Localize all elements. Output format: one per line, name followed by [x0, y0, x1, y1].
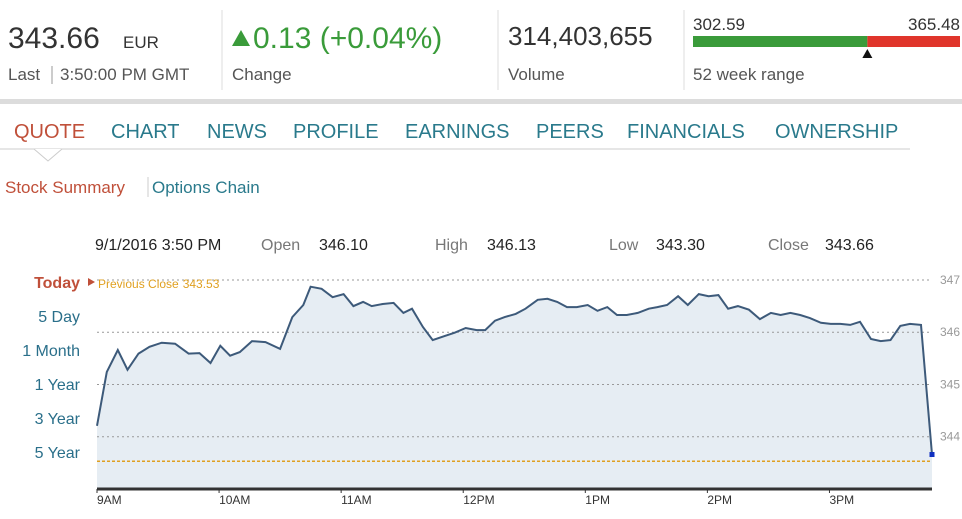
x-tick-label: 10AM: [219, 493, 250, 507]
stat-label: High: [435, 237, 468, 254]
last-point: [929, 452, 935, 458]
subnav-tab[interactable]: Stock Summary: [5, 178, 125, 197]
week52-low: 302.59: [693, 15, 745, 34]
range-option[interactable]: Today: [34, 275, 80, 292]
range-option[interactable]: 3 Year: [35, 411, 81, 428]
stat-value: 346.13: [487, 237, 536, 254]
previous-close-label: Previous Close 343.53: [98, 277, 220, 291]
nav-tab[interactable]: PEERS: [536, 121, 604, 143]
week52-low-part: [693, 36, 868, 47]
header-rule: [0, 99, 962, 104]
stat-value: 346.10: [319, 237, 368, 254]
y-tick-label: 345: [940, 377, 960, 391]
stat-value: 343.30: [656, 237, 705, 254]
range-option[interactable]: 5 Year: [35, 445, 81, 462]
stat-label: Open: [261, 237, 300, 254]
stat-label: Close: [768, 237, 809, 254]
last-label: Last: [8, 65, 40, 84]
change-label: Change: [232, 65, 292, 84]
previous-close-text: Previous Close: [98, 277, 179, 291]
time: 3:50:00 PM GMT: [60, 65, 189, 84]
price-line: [96, 285, 933, 455]
range-option[interactable]: 5 Day: [38, 309, 80, 326]
week52-marker: [862, 49, 873, 58]
change: 0.13 (+0.04%): [253, 22, 442, 55]
x-tick-label: 12PM: [463, 493, 494, 507]
previous-close-value: 343.53: [183, 277, 220, 291]
y-tick-label: 346: [940, 325, 960, 339]
nav-tab[interactable]: OWNERSHIP: [775, 121, 898, 143]
y-tick-label: 347: [940, 273, 960, 287]
stat-label: Low: [609, 237, 639, 254]
nav-tab[interactable]: PROFILE: [293, 121, 379, 143]
chart-date: 9/1/2016 3:50 PM: [95, 237, 221, 254]
area: [97, 286, 932, 489]
range-option[interactable]: 1 Year: [35, 377, 81, 394]
nav-notch: [33, 148, 63, 162]
nav-tab[interactable]: QUOTE: [14, 121, 85, 143]
y-tick-label: 344: [940, 430, 960, 444]
nav-tab[interactable]: FINANCIALS: [627, 121, 745, 143]
price: 343.66: [8, 22, 100, 55]
nav-tab[interactable]: EARNINGS: [405, 121, 509, 143]
week52-high-part: [867, 36, 960, 47]
range-option[interactable]: 1 Month: [22, 343, 80, 360]
week52-label: 52 week range: [693, 65, 805, 84]
x-tick-label: 2PM: [707, 493, 732, 507]
currency: EUR: [123, 33, 159, 52]
nav-tab[interactable]: CHART: [111, 121, 180, 143]
volume: 314,403,655: [508, 21, 653, 51]
x-tick-label: 3PM: [829, 493, 854, 507]
stat-value: 343.66: [825, 237, 874, 254]
x-tick-label: 11AM: [341, 493, 371, 507]
week52-high: 365.48: [908, 15, 960, 34]
nav-tab[interactable]: NEWS: [207, 121, 267, 143]
x-tick-label: 1PM: [585, 493, 610, 507]
volume-label: Volume: [508, 65, 565, 84]
x-tick-label: 9AM: [97, 493, 122, 507]
previous-close-pointer: [88, 278, 95, 286]
subnav-tab[interactable]: Options Chain: [152, 178, 260, 197]
up-arrow: [232, 30, 250, 46]
